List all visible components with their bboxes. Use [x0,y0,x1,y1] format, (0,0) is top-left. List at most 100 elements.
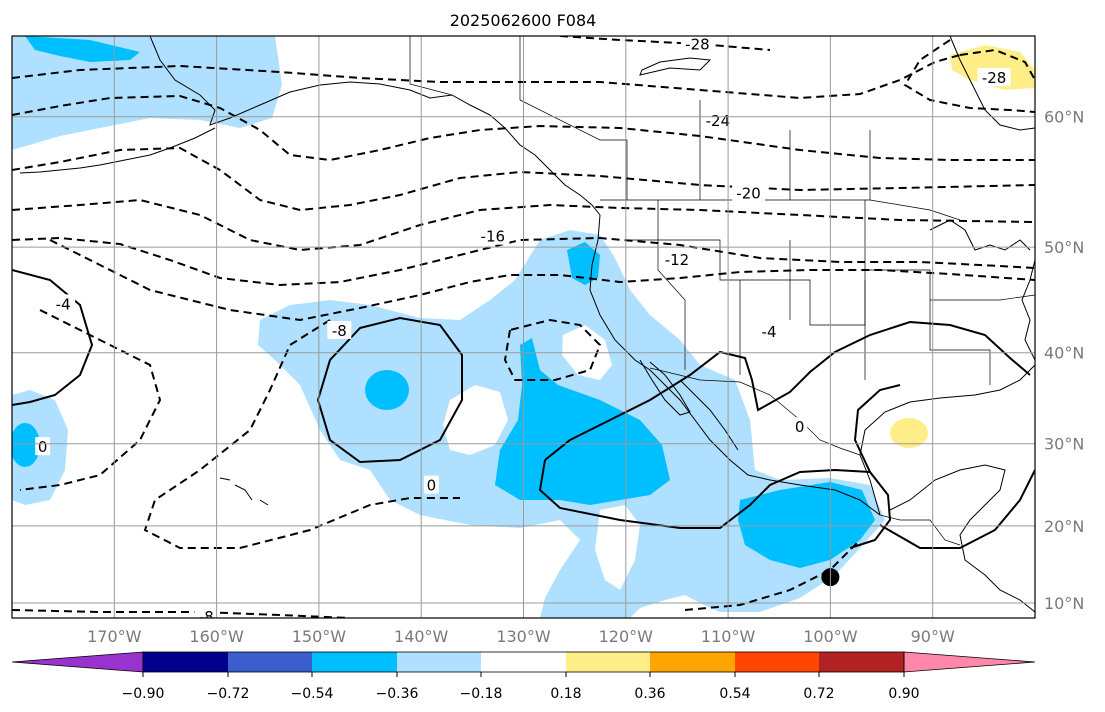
contour-label-bg [327,321,352,340]
longitude-ticks: 170°W 160°W 150°W 140°W 130°W 120°W 110°W 100°W… [87,627,955,646]
contour-minus-12 [12,198,1035,252]
colorbar-tick-label: −0.18 [460,686,503,702]
fill-strong-negative-mexico [738,482,875,568]
contour-label-bg [680,36,714,53]
contour-label-bg [757,322,782,341]
border-mexico-guatemala [879,514,961,546]
lon-tick-label: 160°W [189,627,244,646]
lat-tick-label: 10°N [1044,594,1084,613]
colorbar-bin [481,652,566,672]
colorbar: −0.90 −0.72 −0.54 −0.36 −0.18 0.18 0.36 0.54 0.7… [11,651,1036,702]
graticule [12,36,1035,618]
latitude-ticks: 60°N 50°N 40°N 30°N 20°N 10°N [1044,108,1084,613]
border-states-3 [739,200,866,380]
coast-gulf-of-california [679,379,739,451]
coastlines [19,36,1035,613]
colorbar-tick-label: −0.36 [376,686,419,702]
contour-zero-west [12,269,94,406]
contour-label: -28 [685,36,710,54]
colorbar-tick-label: −0.54 [291,686,334,702]
contour-minus-4-south [19,309,162,491]
lon-tick-label: 170°W [87,627,142,646]
contour-label-bg [977,68,1011,87]
contour-minus-28-canada [959,48,1035,81]
contour-label-bg [194,607,219,618]
coast-aleutians [19,127,216,174]
contour-label: -4 [56,295,71,313]
contour-minus-24 [12,54,961,100]
lon-tick-label: 100°W [803,627,858,646]
contour-label: -8 [199,608,214,626]
contour-minus-28-north [559,36,771,51]
contour-label-bg [35,437,51,456]
colorbar-bin [566,652,650,672]
coast-arctic-islands [639,57,712,76]
lat-tick-label: 40°N [1044,344,1084,363]
colorbar-extend-min [11,651,144,673]
coast-yucatan [889,464,1035,613]
coast-west-us [589,214,881,516]
contour-label-bg [423,475,439,494]
colorbar-bin [735,652,819,672]
contour-label-bg [51,294,76,313]
border-states-2 [657,200,686,370]
border-states-4 [865,269,1035,385]
coast-alaska [149,36,601,216]
contour-label: -8 [332,322,347,340]
contour-minus-4-se [684,539,861,611]
colorbar-bin [143,652,228,672]
lat-tick-label: 30°N [1044,435,1084,454]
contour-label-bg [660,249,694,268]
border-us-canada [600,199,961,221]
coast-hawaii [219,477,269,506]
contour-label: -16 [481,228,506,246]
colorbar-tick-label: −0.72 [207,686,250,702]
lat-tick-label: 20°N [1044,517,1084,536]
contour-label-bg [701,111,735,130]
contour-label: -28 [982,69,1007,87]
coast-east-us [1021,259,1035,361]
contour-zero-gulf [853,384,1035,549]
contour-minus-4-loop [143,319,460,549]
lon-tick-label: 120°W [599,627,654,646]
borders [409,36,1035,546]
fill-strong-negative-north [25,36,140,62]
contour-minus-20 [12,94,1035,162]
contour-zero-baja [544,320,1031,461]
contour-label: 0 [795,418,805,436]
colorbar-tick-label: −0.90 [122,686,165,702]
lon-tick-label: 110°W [701,627,756,646]
colorbar-tick-label: 0.54 [719,686,750,702]
fill-weak-positive-gulf [890,418,928,448]
hole-clear-1 [443,385,508,455]
lon-tick-label: 130°W [496,627,551,646]
contour-label: -4 [762,323,777,341]
fill-weak-negative-aleutians [12,36,282,150]
colorbar-tick-label: 0.90 [888,686,919,702]
border-alaska-canada [409,36,453,96]
coast-great-lakes [929,219,1031,251]
colorbar-tick-label: 0.72 [803,686,834,702]
contour-label: -12 [665,251,690,269]
map-title: 2025062600 F084 [450,11,597,30]
coast-gulf-of-mexico [859,364,1035,516]
contours-zero [12,269,1035,549]
border-canada-provinces [519,36,871,200]
border-us-mexico [649,367,861,456]
colorbar-tick-label: 0.36 [634,686,665,702]
map-area: -28 -28 -24 -20 -16 -12 -8 -4 -4 0 0 0 -8 [12,36,1035,626]
map-frame [11,35,1036,619]
coast-baja [639,359,691,416]
colorbar-bin [397,652,481,672]
contour-minus-8-south [12,609,351,618]
contour-label: -24 [706,112,731,130]
fill-weak-positive-canada [950,45,1035,90]
fill-strong-negative-blob [365,370,409,410]
contour-label: -20 [736,185,761,203]
contour-label: 0 [38,438,48,456]
contour-label-bg [732,183,766,202]
colorbar-bin [312,652,397,672]
colorbar-bin [228,652,312,672]
contour-zero-mexico [538,459,892,549]
